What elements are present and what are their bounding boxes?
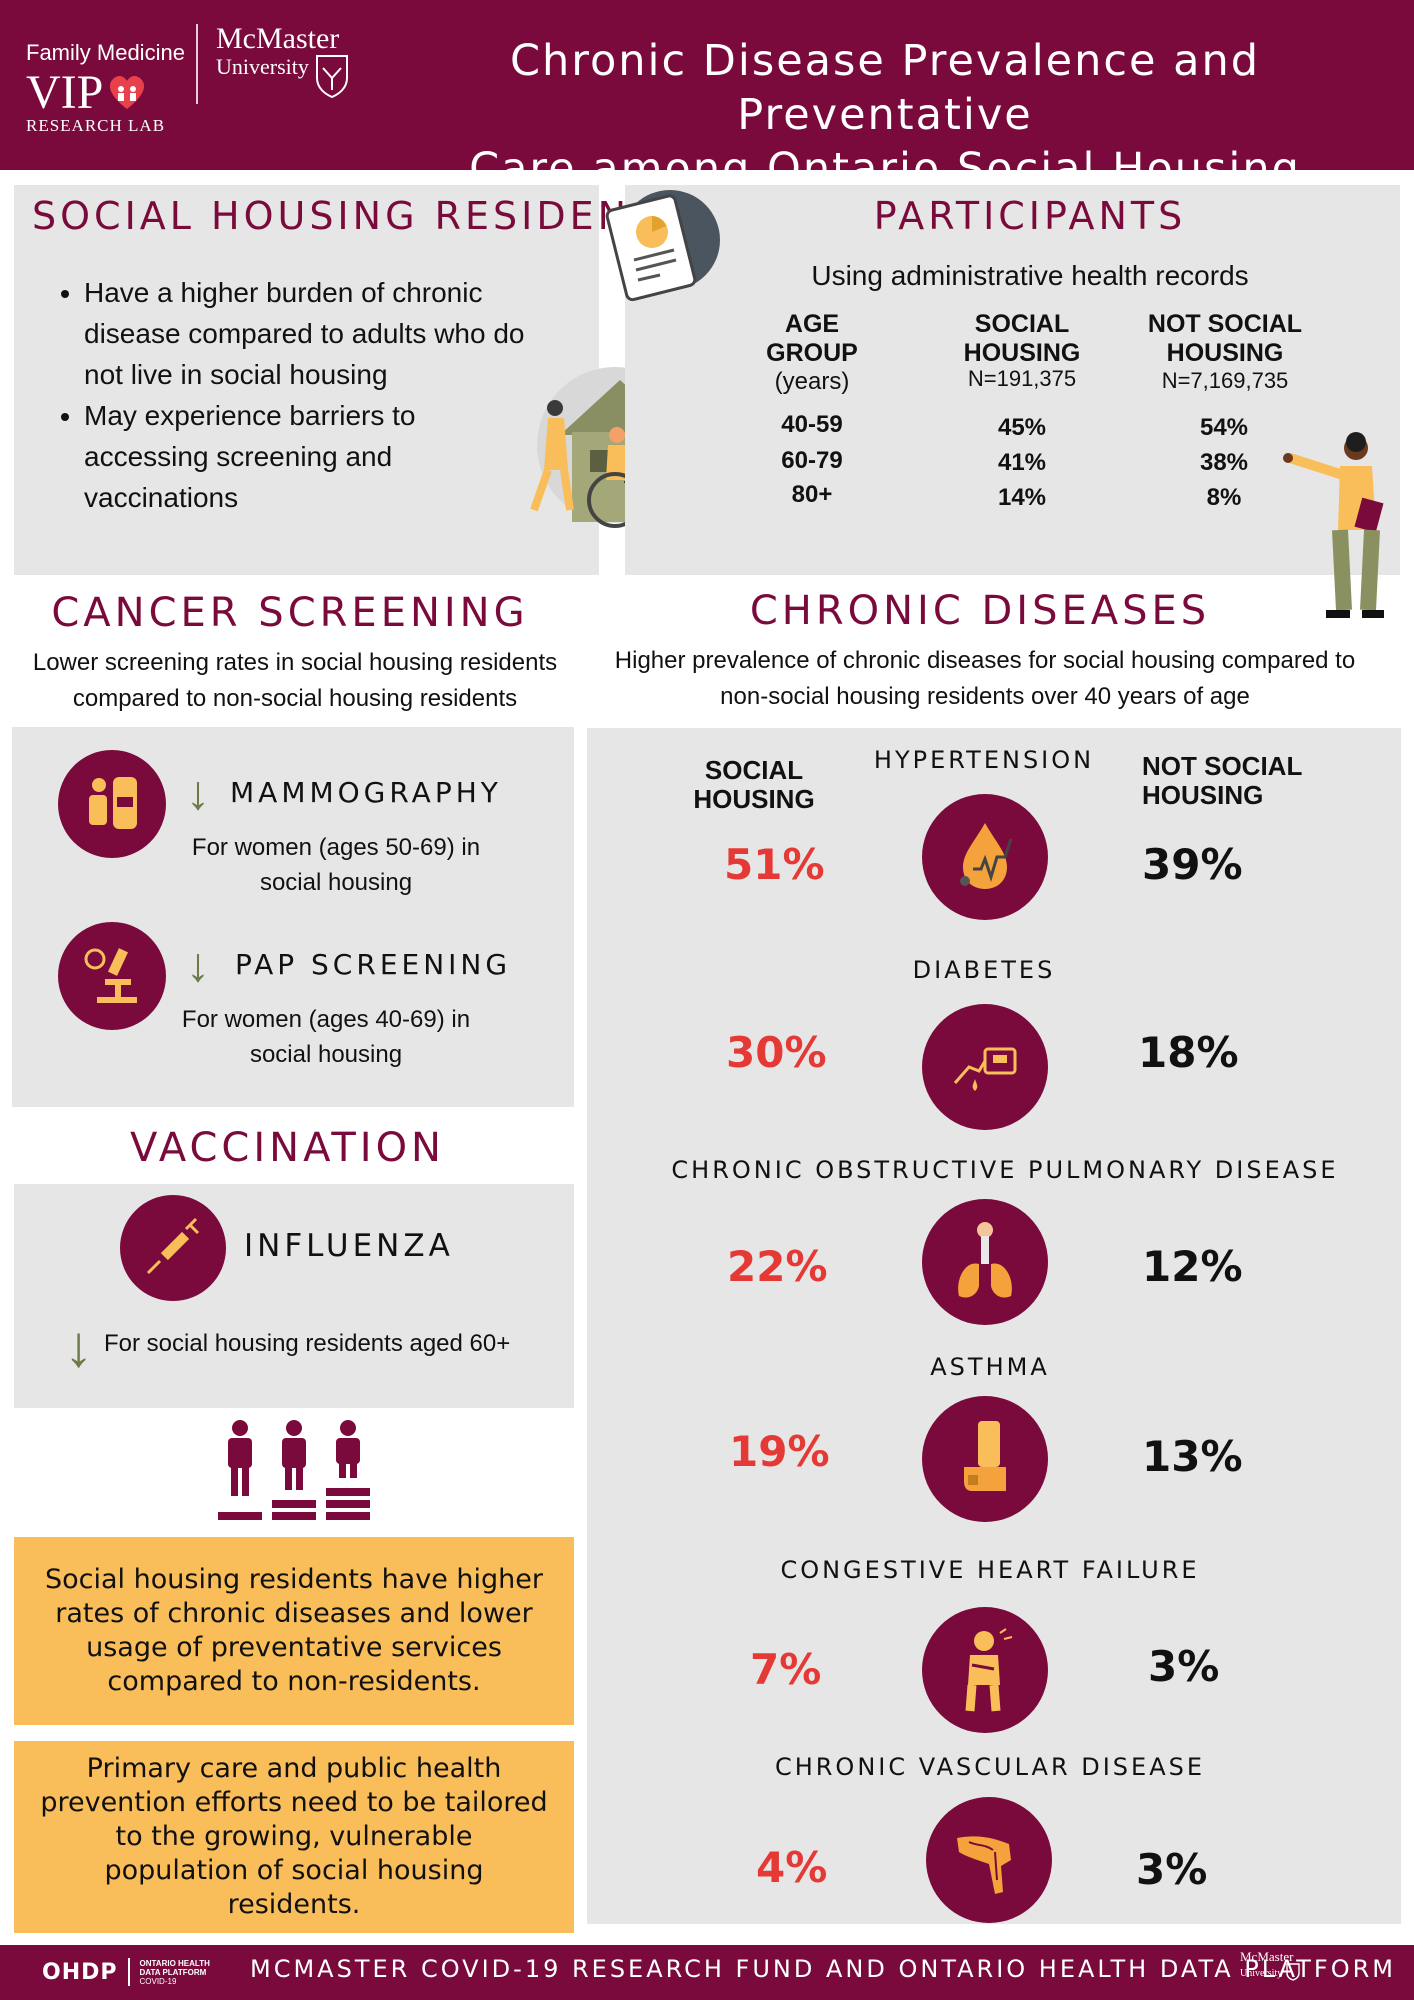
col-sh-header: SOCIAL HOUSING xyxy=(963,310,1081,367)
clipboard-chart-icon xyxy=(600,180,730,315)
footer-crest-icon xyxy=(1286,1963,1300,1983)
footer-mcmaster-university: University xyxy=(1240,1967,1283,1979)
chronic-subtitle: Higher prevalence of chronic diseases fo… xyxy=(614,647,1356,710)
disease-sh-value: 30% xyxy=(726,1028,827,1077)
ohdp-full-name: ONTARIO HEALTH DATA PLATFORM xyxy=(139,1958,210,1977)
mammography-desc: For women (ages 50-69) in social housing xyxy=(191,834,481,896)
bullet-item: Have a higher burden of chronic disease … xyxy=(84,272,528,395)
microscope-icon xyxy=(58,922,166,1030)
bullet-item: May experience barriers to accessing scr… xyxy=(84,395,528,518)
disease-sh-value: 22% xyxy=(727,1242,828,1291)
chest-pain-icon xyxy=(922,1607,1048,1733)
mcmaster-university: University xyxy=(216,54,309,79)
mcmaster-name: McMaster xyxy=(216,22,340,55)
mammography-label: MAMMOGRAPHY xyxy=(230,776,502,809)
arrow-down-icon: ↓ xyxy=(186,939,210,992)
social-housing-title: SOCIAL HOUSING RESIDENTS xyxy=(32,194,686,238)
social-housing-panel xyxy=(14,185,599,575)
header-divider xyxy=(196,24,198,104)
ohdp-logo: OHDP ONTARIO HEALTH DATA PLATFORM COVID-… xyxy=(42,1958,212,1986)
chronic-col-nsh: NOT SOCIAL HOUSING xyxy=(1142,751,1302,810)
disease-name: DIABETES xyxy=(912,956,1056,984)
participants-title: PARTICIPANTS xyxy=(873,194,1187,238)
disease-nsh-value: 3% xyxy=(1148,1642,1220,1691)
influenza-label: INFLUENZA xyxy=(244,1228,454,1264)
disease-name: CHRONIC VASCULAR DISEASE xyxy=(774,1753,1206,1781)
syringe-icon xyxy=(120,1195,226,1301)
crest-icon xyxy=(315,54,349,103)
pap-desc: For women (ages 40-69) in social housing xyxy=(181,1006,471,1068)
logo-vip: VIP xyxy=(26,66,104,119)
disease-name: CHRONIC OBSTRUCTIVE PULMONARY DISEASE xyxy=(671,1156,1339,1184)
people-podium-icon xyxy=(214,1418,374,1531)
col-age-sub: (years) xyxy=(774,368,850,395)
cancer-title: CANCER SCREENING xyxy=(51,590,529,636)
disease-name: ASTHMA xyxy=(930,1353,1050,1381)
header-banner: Family Medicine VIP RESEARCH LAB McMaste… xyxy=(0,0,1414,248)
logo-line1: Family Medicine xyxy=(26,40,185,65)
disease-nsh-value: 3% xyxy=(1136,1845,1208,1894)
col-sh-n: N=191,375 xyxy=(967,366,1077,391)
row-age: 80+ xyxy=(791,481,833,508)
row-sh: 41% xyxy=(997,449,1047,476)
pap-label: PAP SCREENING xyxy=(235,948,512,981)
disease-sh-value: 51% xyxy=(724,840,825,889)
lungs-icon xyxy=(922,1199,1048,1325)
inhaler-icon xyxy=(922,1396,1048,1522)
col-nsh-n: N=7,169,735 xyxy=(1161,368,1289,393)
chronic-title: CHRONIC DISEASES xyxy=(749,588,1211,634)
row-age: 60-79 xyxy=(781,447,843,474)
summary-note: Social housing residents have higher rat… xyxy=(14,1537,574,1725)
recommendation-note: Primary care and public health preventio… xyxy=(14,1741,574,1933)
vaccination-panel xyxy=(14,1184,574,1408)
disease-sh-value: 4% xyxy=(756,1843,828,1892)
logo-lab: RESEARCH LAB xyxy=(26,116,166,135)
disease-nsh-value: 39% xyxy=(1142,840,1243,889)
social-housing-bullets: Have a higher burden of chronic disease … xyxy=(48,272,528,518)
leg-veins-icon xyxy=(926,1797,1052,1923)
family-medicine-logo: Family Medicine VIP RESEARCH LAB xyxy=(26,40,186,136)
row-nsh: 8% xyxy=(1206,484,1242,511)
footer-banner xyxy=(0,1945,1414,2000)
title-line1: Chronic Disease Prevalence and Preventat… xyxy=(509,36,1261,140)
mcmaster-logo: McMaster University xyxy=(216,24,349,103)
row-sh: 45% xyxy=(997,414,1047,441)
footer-mcmaster-name: McMaster xyxy=(1240,1949,1294,1964)
chronic-col-sh: SOCIAL HOUSING xyxy=(693,755,815,814)
arrow-down-icon: ↓ xyxy=(64,1314,93,1379)
disease-sh-value: 7% xyxy=(750,1645,822,1694)
vaccination-title: VACCINATION xyxy=(130,1125,445,1171)
footer-mcmaster-logo: McMaster University xyxy=(1240,1950,1300,1983)
disease-nsh-value: 12% xyxy=(1142,1242,1243,1291)
cancer-subtitle: Lower screening rates in social housing … xyxy=(32,649,558,712)
ohdp-acronym: OHDP xyxy=(42,1959,118,1985)
blood-drop-icon xyxy=(922,794,1048,920)
participants-panel xyxy=(625,185,1400,575)
disease-name: CONGESTIVE HEART FAILURE xyxy=(780,1556,1200,1584)
disease-name: HYPERTENSION xyxy=(873,746,1095,774)
col-nsh-header: NOT SOCIAL HOUSING xyxy=(1147,310,1303,367)
heart-family-icon xyxy=(105,71,149,116)
disease-nsh-value: 13% xyxy=(1142,1432,1243,1481)
col-age-header: AGE GROUP xyxy=(766,310,858,367)
disease-nsh-value: 18% xyxy=(1138,1028,1239,1077)
participants-subtitle: Using administrative health records xyxy=(811,260,1249,291)
row-sh: 14% xyxy=(997,484,1047,511)
disease-sh-value: 19% xyxy=(729,1427,830,1476)
row-age: 40-59 xyxy=(781,411,843,438)
influenza-desc: For social housing residents aged 60+ xyxy=(104,1330,511,1357)
arrow-down-icon: ↓ xyxy=(186,767,210,820)
row-nsh: 38% xyxy=(1199,449,1249,476)
row-nsh: 54% xyxy=(1199,414,1249,441)
mammography-icon xyxy=(58,750,166,858)
glucose-meter-icon xyxy=(922,1004,1048,1130)
ohdp-covid: COVID-19 xyxy=(139,1976,177,1986)
ohdp-divider xyxy=(127,1958,130,1986)
presenter-illustration xyxy=(1280,430,1400,645)
footer-text: MCMASTER COVID-19 RESEARCH FUND AND ONTA… xyxy=(250,1955,1396,1983)
